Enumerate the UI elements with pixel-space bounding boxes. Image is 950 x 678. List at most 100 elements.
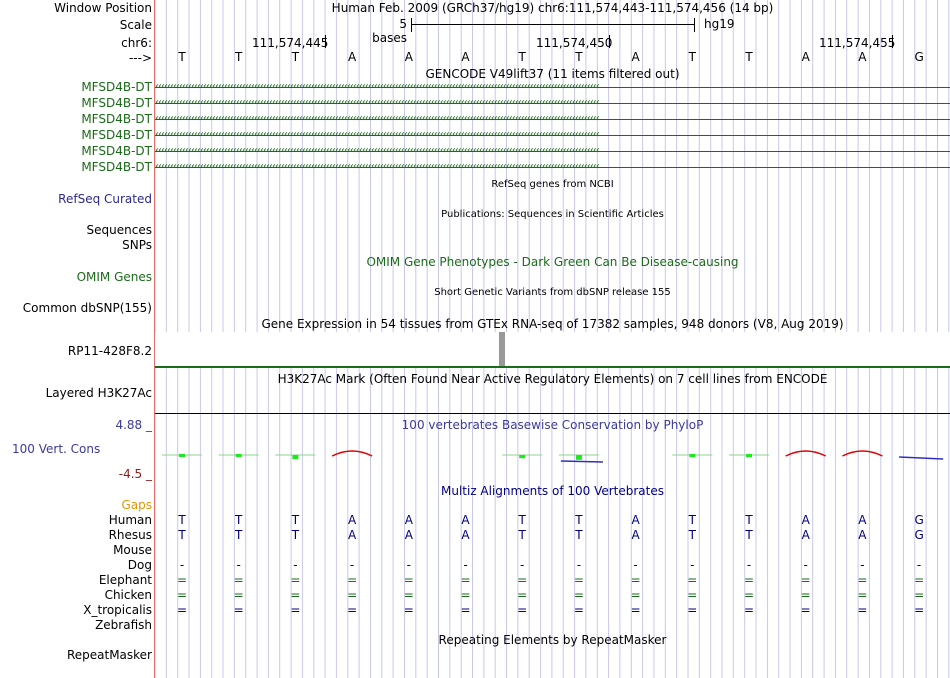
alignment-base: - [463,558,468,572]
alignment-base: T [235,528,243,542]
scale-bases-label: 5 bases [372,17,407,45]
h3k27ac-track-label[interactable]: Layered H3K27Ac [45,386,152,400]
publications-track-label[interactable]: Sequences [86,223,152,237]
alignment-base: = [630,573,641,587]
alignment-base: T [235,513,243,527]
species-label-dog[interactable]: Dog [127,558,152,572]
gtex-track-label[interactable]: RP11-428F8.2 [67,344,152,358]
repeatmasker-track-label[interactable]: RepeatMasker [66,648,152,662]
base-letter: T [518,50,526,64]
alignment-base: = [857,603,868,617]
phylop-track-title[interactable]: 100 vertebrates Basewise Conservation by… [401,418,704,432]
omim-track-title[interactable]: OMIM Gene Phenotypes - Dark Green Can Be… [366,255,739,269]
gene-label-mfsd4b-dt[interactable]: MFSD4B-DT [81,80,152,94]
alignment-base: - [916,558,922,572]
refseq-track-title[interactable]: RefSeq genes from NCBI [491,179,614,190]
base-letter: T [688,50,696,64]
gene-feature[interactable]: ‹‹‹‹‹‹‹‹‹‹‹‹‹‹‹‹‹‹‹‹‹‹‹‹‹‹‹‹‹‹‹‹‹‹‹‹‹‹‹‹… [155,144,950,158]
gtex-track-title[interactable]: Gene Expression in 54 tissues from GTEx … [261,317,844,331]
gtex-track-background [155,332,950,366]
gene-label-mfsd4b-dt[interactable]: MFSD4B-DT [81,112,152,126]
phylop-score-bar[interactable] [689,454,696,458]
species-label-zebrafish[interactable]: Zebrafish [95,618,152,632]
alignment-base: - [860,558,865,572]
publications-track-title[interactable]: Publications: Sequences in Scientific Ar… [441,209,664,220]
phylop-score-bar[interactable] [179,454,185,457]
h3k27ac-track-title[interactable]: H3K27Ac Mark (Often Found Near Active Re… [277,372,828,386]
alignment-base: - [179,558,185,572]
base-letter: A [631,50,640,64]
base-letter: T [291,50,300,64]
species-label-rhesus[interactable]: Rhesus [108,528,152,542]
species-label-chicken[interactable]: Chicken [104,588,152,602]
gencode-track-title[interactable]: GENCODE V49lift37 (11 items filtered out… [425,67,680,81]
species-label-mouse[interactable]: Mouse [113,543,152,557]
alignment-base: = [176,603,188,617]
base-letter: A [347,50,357,64]
repeatmasker-track-title[interactable]: Repeating Elements by RepeatMasker [438,633,667,647]
phylop-score-curve[interactable] [331,450,373,457]
gtex-expression-bar[interactable] [499,332,505,366]
alignment-base: = [233,588,244,602]
multiz-track-title[interactable]: Multiz Alignments of 100 Vertebrates [440,484,665,498]
alignment-base: = [743,603,755,617]
alignment-base: - [746,558,752,572]
phylop-score-bar[interactable] [235,454,242,457]
alignment-base: T [178,528,186,542]
alignment-base: G [914,513,924,527]
phylop-score-bar[interactable] [292,455,299,459]
phylop-score-curve[interactable] [785,450,827,457]
omim-track-label[interactable]: OMIM Genes [76,270,152,284]
gene-feature[interactable]: ‹‹‹‹‹‹‹‹‹‹‹‹‹‹‹‹‹‹‹‹‹‹‹‹‹‹‹‹‹‹‹‹‹‹‹‹‹‹‹‹… [155,80,950,94]
scale-bar [411,24,694,25]
alignment-base: A [347,513,357,527]
alignment-base: A [631,513,640,527]
track-display-area[interactable]: Human Feb. 2009 (GRCh37/hg19) chr6:111,5… [155,0,950,678]
gene-strand-arrows: ‹‹‹‹‹‹‹‹‹‹‹‹‹‹‹‹‹‹‹‹‹‹‹‹‹‹‹‹‹‹‹‹‹‹‹‹‹‹‹‹… [155,81,600,92]
base-letter: T [745,50,753,64]
gene-feature[interactable]: ‹‹‹‹‹‹‹‹‹‹‹‹‹‹‹‹‹‹‹‹‹‹‹‹‹‹‹‹‹‹‹‹‹‹‹‹‹‹‹‹… [155,160,950,174]
strand-label: ---> [128,51,152,65]
phylop-score-line[interactable] [899,456,944,460]
phylop-score-bar[interactable] [575,455,582,460]
alignment-base: = [403,603,414,617]
dbsnp-track-label[interactable]: Common dbSNP(155) [22,301,152,315]
species-label-elephant[interactable]: Elephant [98,573,152,587]
alignment-base: = [517,603,528,617]
phylop-score-bar[interactable] [519,455,526,459]
alignment-base: = [233,603,244,617]
snps-track-label[interactable]: SNPs [122,238,152,252]
phylop-min-label: -4.5 _ [118,467,152,481]
alignment-base: = [630,588,641,602]
alignment-base: = [347,588,358,602]
phylop-track-label[interactable]: 100 Vert. Cons [12,442,101,456]
gene-label-mfsd4b-dt[interactable]: MFSD4B-DT [81,144,152,158]
alignment-base: A [858,528,867,542]
scale-ruler: 5 bases hg19 [155,17,950,45]
alignment-base: = [517,588,528,602]
alignment-base: A [404,528,413,542]
alignment-base: T [688,528,696,542]
gene-feature[interactable]: ‹‹‹‹‹‹‹‹‹‹‹‹‹‹‹‹‹‹‹‹‹‹‹‹‹‹‹‹‹‹‹‹‹‹‹‹‹‹‹‹… [155,128,950,142]
species-label-human[interactable]: Human [108,513,152,527]
gene-feature[interactable]: ‹‹‹‹‹‹‹‹‹‹‹‹‹‹‹‹‹‹‹‹‹‹‹‹‹‹‹‹‹‹‹‹‹‹‹‹‹‹‹‹… [155,112,950,126]
gene-label-mfsd4b-dt[interactable]: MFSD4B-DT [81,96,152,110]
alignment-base: = [176,588,188,602]
dbsnp-track-title[interactable]: Short Genetic Variants from dbSNP releas… [434,287,671,298]
phylop-score-bar[interactable] [746,454,752,458]
species-label-x-tropicalis[interactable]: X_tropicalis [83,603,152,617]
phylop-score-curve[interactable] [842,450,883,457]
alignment-base: - [406,558,411,572]
base-letter: T [178,50,186,64]
gene-strand-arrows: ‹‹‹‹‹‹‹‹‹‹‹‹‹‹‹‹‹‹‹‹‹‹‹‹‹‹‹‹‹‹‹‹‹‹‹‹‹‹‹‹… [155,113,600,124]
refseq-track-label[interactable]: RefSeq Curated [58,192,152,206]
gene-label-mfsd4b-dt[interactable]: MFSD4B-DT [81,128,152,142]
chrom-label: chr6: [121,36,152,50]
alignment-base: = [914,603,925,617]
alignment-base: = [800,588,811,602]
gene-strand-arrows: ‹‹‹‹‹‹‹‹‹‹‹‹‹‹‹‹‹‹‹‹‹‹‹‹‹‹‹‹‹‹‹‹‹‹‹‹‹‹‹‹… [155,145,600,156]
phylop-plot[interactable] [155,438,950,478]
gene-label-mfsd4b-dt[interactable]: MFSD4B-DT [81,160,152,174]
gene-feature[interactable]: ‹‹‹‹‹‹‹‹‹‹‹‹‹‹‹‹‹‹‹‹‹‹‹‹‹‹‹‹‹‹‹‹‹‹‹‹‹‹‹‹… [155,96,950,110]
